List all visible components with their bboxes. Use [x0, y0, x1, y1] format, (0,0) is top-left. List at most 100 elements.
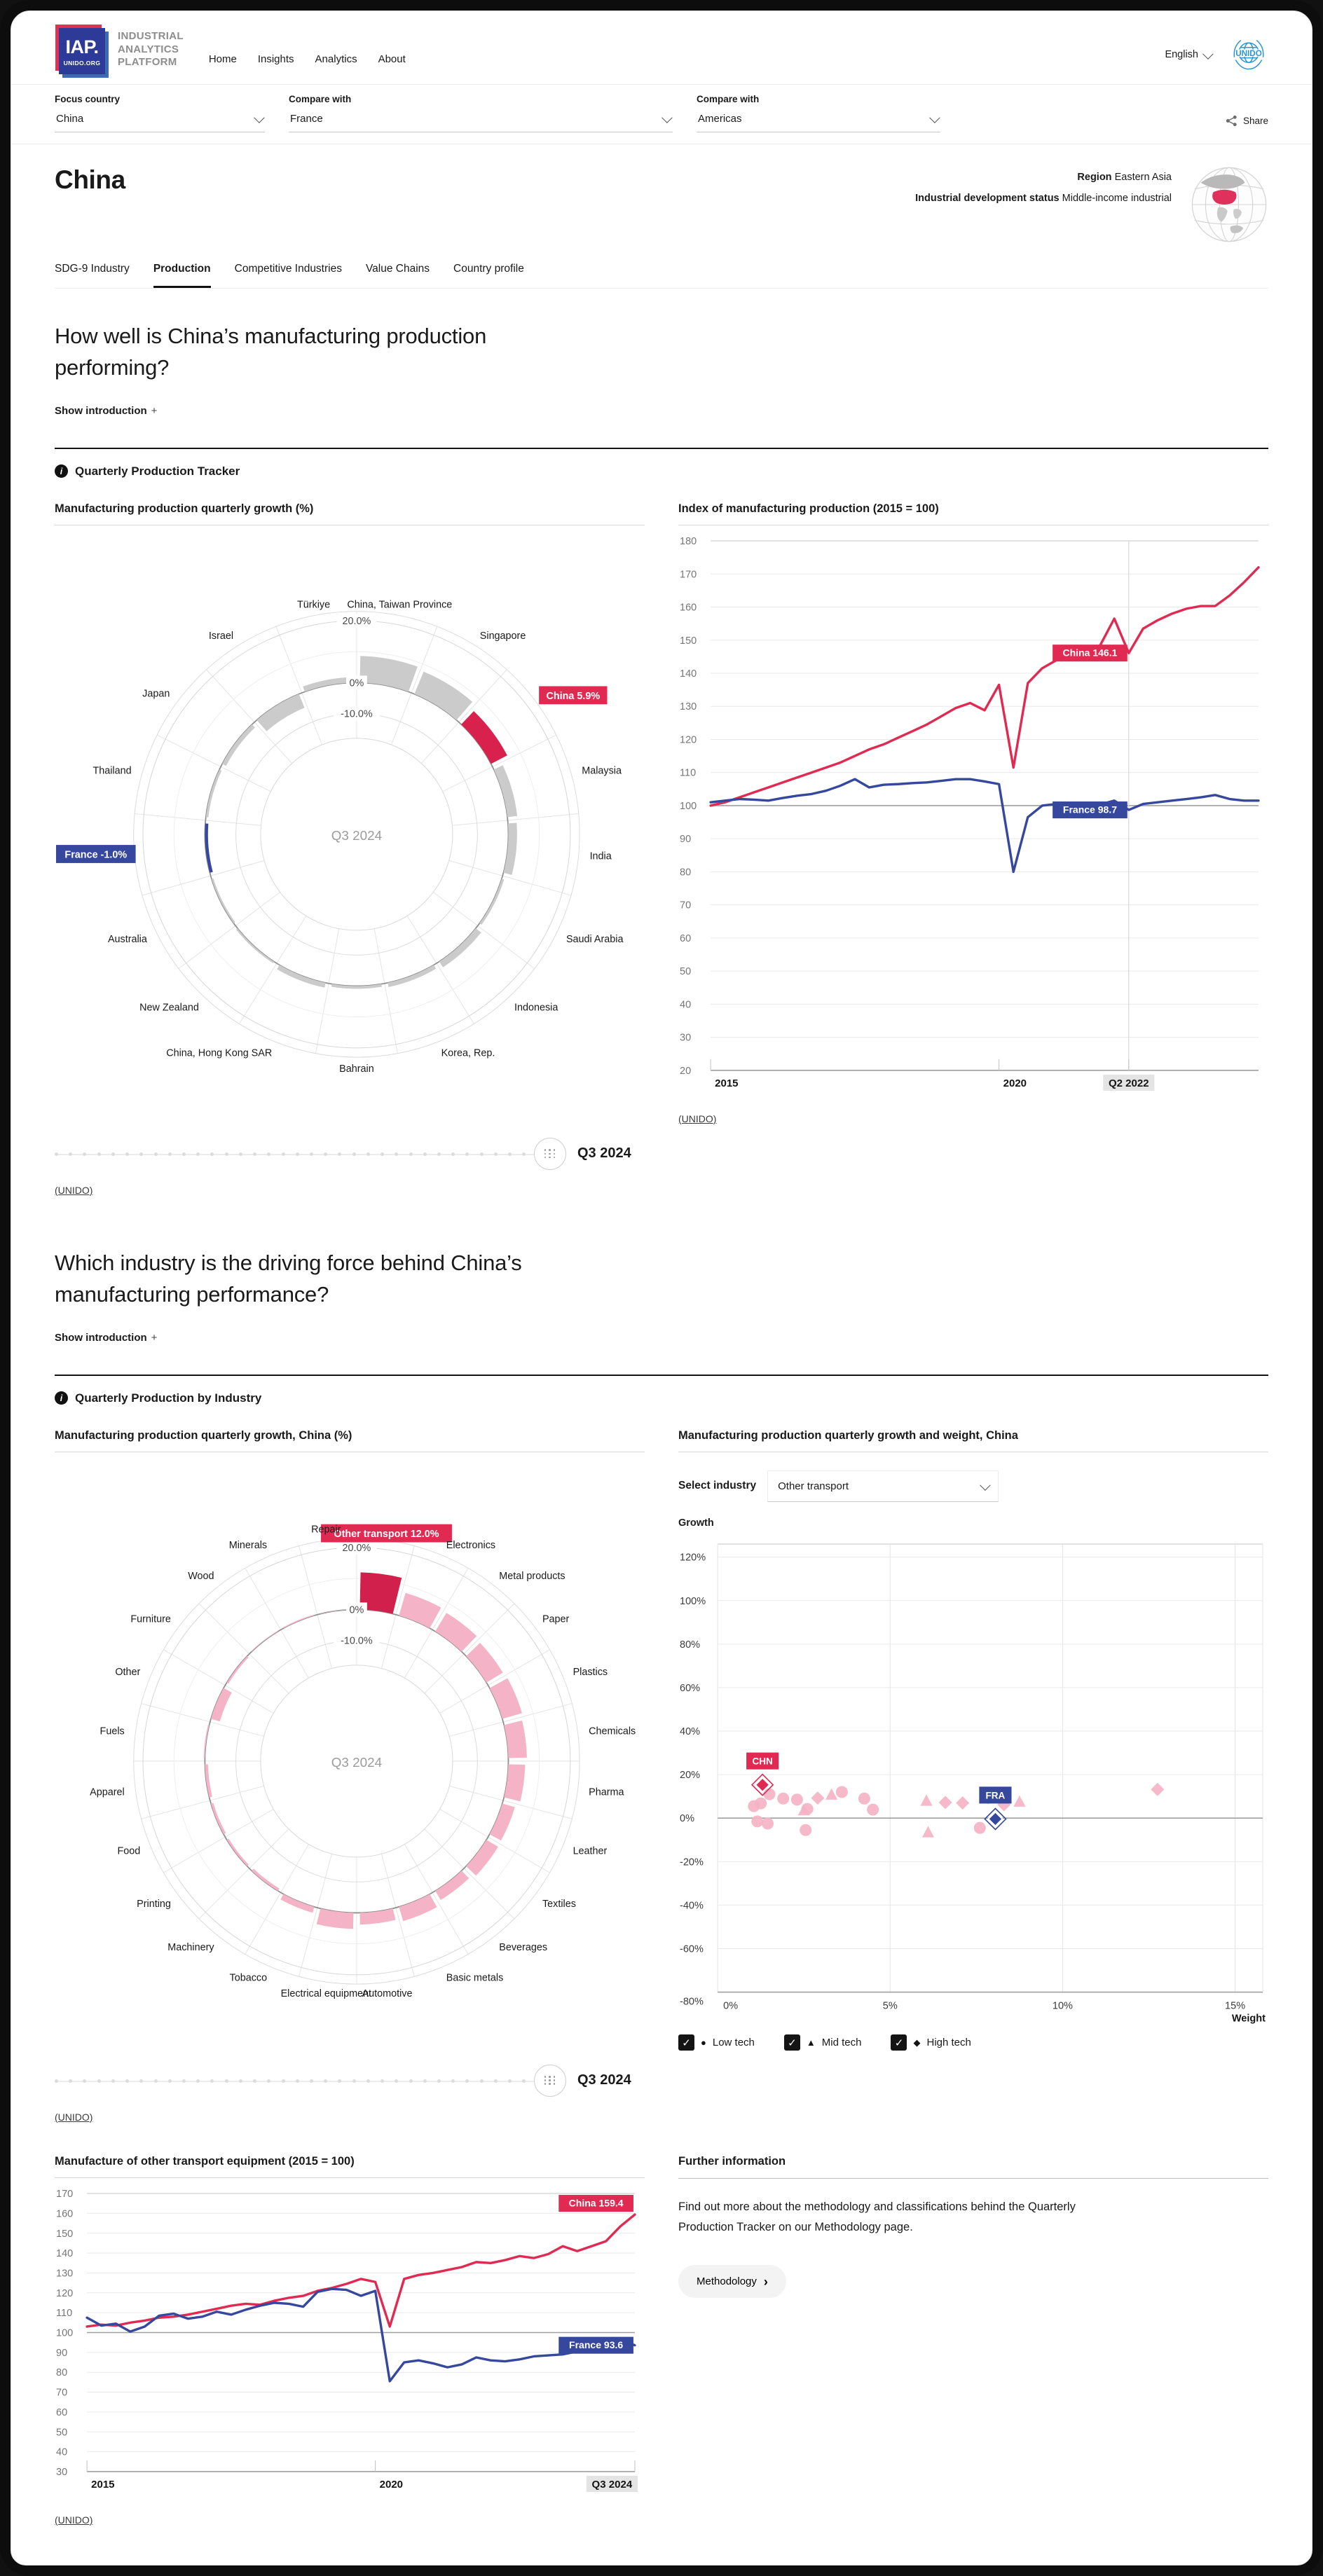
slider-handle[interactable]: [534, 1137, 566, 1170]
chart-title: Manufacturing production quarterly growt…: [55, 502, 645, 525]
slider-handle[interactable]: [534, 2064, 566, 2097]
svg-text:30: 30: [680, 1032, 691, 1043]
svg-text:80: 80: [56, 2367, 67, 2378]
tab-sdg-9-industry[interactable]: SDG-9 Industry: [55, 263, 130, 275]
source-link[interactable]: (UNIDO): [55, 2514, 93, 2526]
show-introduction-toggle[interactable]: Show introduction +: [55, 1331, 158, 1344]
compare-region-select[interactable]: Americas: [697, 110, 940, 132]
chart-title: Manufacture of other transport equipment…: [55, 2155, 645, 2178]
legend-label: High tech: [926, 2037, 971, 2049]
svg-text:UNIDO: UNIDO: [1235, 49, 1262, 58]
checkbox-icon[interactable]: ✓: [678, 2034, 694, 2051]
svg-text:100: 100: [680, 801, 697, 812]
nav-insights[interactable]: Insights: [257, 53, 294, 65]
nav-analytics[interactable]: Analytics: [315, 53, 357, 65]
svg-text:CHN: CHN: [752, 1756, 772, 1766]
tab-competitive-industries[interactable]: Competitive Industries: [234, 263, 342, 275]
svg-text:France -1.0%: France -1.0%: [64, 849, 127, 860]
time-slider: Q3 2024: [55, 2061, 645, 2100]
svg-text:110: 110: [56, 2308, 72, 2319]
info-icon[interactable]: i: [55, 464, 68, 478]
svg-text:110: 110: [680, 768, 696, 779]
focus-country-select[interactable]: China: [55, 110, 265, 132]
further-information-block: Further information Find out more about …: [678, 2155, 1268, 2527]
methodology-button[interactable]: Methodology ›: [678, 2265, 786, 2299]
focus-country-value: China: [56, 113, 84, 125]
svg-text:Automotive: Automotive: [362, 1988, 413, 1999]
region-value: Eastern Asia: [1114, 172, 1172, 183]
slider-track[interactable]: [55, 1137, 566, 1171]
unido-logo[interactable]: UNIDO: [1229, 35, 1268, 74]
svg-text:15%: 15%: [1225, 2000, 1245, 2011]
svg-text:Repair: Repair: [311, 1524, 341, 1535]
section2-heading: Which industry is the driving force behi…: [55, 1250, 522, 1307]
show-introduction-toggle[interactable]: Show introduction +: [55, 404, 158, 417]
svg-text:-10.0%: -10.0%: [341, 708, 373, 719]
chart-title: Index of manufacturing production (2015 …: [678, 502, 1268, 525]
svg-text:170: 170: [56, 2189, 73, 2200]
svg-text:150: 150: [680, 635, 697, 647]
tracker-title: Quarterly Production Tracker: [75, 464, 240, 478]
legend-high-tech[interactable]: ✓ ◆ High tech: [891, 2034, 971, 2051]
iap-logo[interactable]: IAP. UNIDO.ORG: [59, 28, 105, 74]
svg-text:Furniture: Furniture: [130, 1613, 171, 1625]
tab-production[interactable]: Production: [153, 263, 211, 288]
industry-select-value: Other transport: [778, 1480, 849, 1492]
svg-text:5%: 5%: [883, 2000, 898, 2011]
svg-text:Other: Other: [115, 1667, 140, 1678]
tab-value-chains[interactable]: Value Chains: [365, 263, 430, 275]
language-selector[interactable]: English: [1165, 48, 1214, 60]
svg-text:Electrical equipment: Electrical equipment: [281, 1988, 371, 1999]
svg-text:Beverages: Beverages: [499, 1942, 547, 1953]
svg-text:130: 130: [56, 2268, 73, 2279]
index-line-chart-block: Index of manufacturing production (2015 …: [678, 502, 1268, 1197]
source-link[interactable]: (UNIDO): [55, 1184, 93, 1196]
slider-track[interactable]: [55, 2064, 566, 2098]
svg-text:150: 150: [56, 2228, 73, 2239]
radial-industry-chart-block: Manufacturing production quarterly growt…: [55, 1429, 645, 2124]
plus-icon: +: [151, 404, 158, 417]
svg-text:2020: 2020: [380, 2479, 403, 2491]
svg-text:60: 60: [56, 2407, 67, 2418]
tab-country-profile[interactable]: Country profile: [453, 263, 524, 275]
tech-legend: ✓ ● Low tech ✓ ▲ Mid tech ✓ ◆ High tech: [678, 2034, 1268, 2051]
source-link[interactable]: (UNIDO): [678, 1113, 717, 1124]
compare-country-select[interactable]: France: [289, 110, 673, 132]
iap-logo-acronym: IAP.: [65, 36, 99, 57]
source-link[interactable]: (UNIDO): [55, 2111, 93, 2123]
svg-text:FRA: FRA: [986, 1790, 1006, 1800]
svg-text:Korea, Rep.: Korea, Rep.: [441, 1047, 495, 1059]
info-icon[interactable]: i: [55, 1391, 68, 1405]
slider-period-label: Q3 2024: [577, 2072, 631, 2088]
legend-low-tech[interactable]: ✓ ● Low tech: [678, 2034, 755, 2051]
main-nav: Home Insights Analytics About: [209, 53, 406, 65]
svg-text:China, Taiwan Province: China, Taiwan Province: [347, 599, 452, 610]
industry-select[interactable]: Other transport: [767, 1470, 999, 1502]
svg-text:-20%: -20%: [680, 1857, 704, 1868]
growth-weight-scatter-chart: 120% 100% 80% 60% 40% 20% 0% -20% -40% -60% -80% 0%…: [678, 1533, 1268, 2028]
svg-text:0%: 0%: [723, 2000, 738, 2011]
chevron-down-icon: [662, 112, 673, 123]
svg-text:New Zealand: New Zealand: [139, 1003, 199, 1014]
checkbox-icon[interactable]: ✓: [783, 2034, 800, 2051]
svg-text:Q3 2024: Q3 2024: [592, 2479, 633, 2491]
svg-text:140: 140: [680, 668, 697, 680]
chart-title: Manufacturing production quarterly growt…: [55, 1429, 645, 1452]
select-industry-label: Select industry: [678, 1480, 757, 1492]
svg-text:70: 70: [56, 2387, 67, 2398]
svg-text:Electronics: Electronics: [446, 1540, 495, 1551]
svg-text:Wood: Wood: [188, 1571, 214, 1582]
nav-home[interactable]: Home: [208, 53, 237, 65]
nav-about[interactable]: About: [378, 53, 406, 65]
filter-bar: Focus country China Compare with France …: [11, 84, 1312, 144]
svg-text:80: 80: [680, 867, 691, 878]
svg-text:160: 160: [680, 602, 697, 613]
svg-text:Minerals: Minerals: [229, 1540, 267, 1551]
share-button[interactable]: Share: [1226, 115, 1268, 132]
svg-text:Plastics: Plastics: [573, 1667, 608, 1678]
tab-bar: SDG-9 Industry Production Competitive Indu…: [55, 263, 1268, 289]
svg-text:2015: 2015: [715, 1077, 738, 1089]
svg-text:130: 130: [680, 701, 697, 712]
checkbox-icon[interactable]: ✓: [891, 2034, 907, 2051]
legend-mid-tech[interactable]: ✓ ▲ Mid tech: [783, 2034, 861, 2051]
